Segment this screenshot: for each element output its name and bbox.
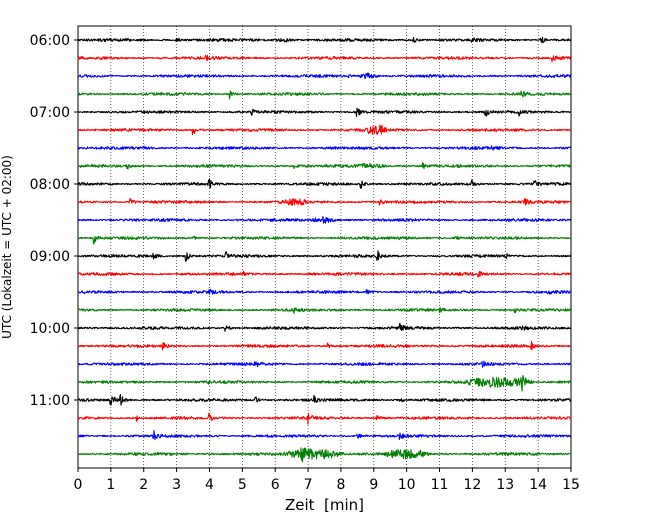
trace-0930 [77, 288, 572, 295]
trace-0800 [77, 178, 572, 189]
trace-0645 [77, 90, 572, 100]
grid-lines [110, 26, 539, 468]
y-tick-label: 08:00 [30, 177, 70, 193]
y-tick-label: 07:00 [30, 105, 70, 121]
x-tick-label: 13 [496, 477, 514, 493]
trace-0730 [77, 145, 572, 151]
trace-1045 [77, 375, 572, 392]
x-tick-label: 9 [369, 477, 378, 493]
x-axis-label: Zeit [min] [285, 496, 364, 514]
x-tick-label: 10 [398, 477, 416, 493]
trace-0600 [77, 36, 572, 44]
trace-0900 [77, 250, 572, 262]
x-tick-label: 7 [304, 477, 313, 493]
y-tick-label: 06:00 [30, 33, 70, 49]
trace-1145 [77, 447, 572, 463]
trace-0715 [77, 124, 572, 136]
trace-0945 [77, 307, 572, 314]
y-axis-label: UTC (Lokalzeit = UTC + 02:00) [0, 155, 14, 339]
y-tick-label: 10:00 [30, 321, 70, 337]
trace-1000 [77, 322, 572, 332]
trace-1030 [77, 360, 572, 368]
x-axis-ticks: 0 1 2 3 4 5 6 7 8 9 10 11 12 13 14 15 [74, 468, 580, 493]
y-axis-ticks: 06:00 07:00 08:00 09:00 10:00 11:00 [30, 33, 78, 409]
y-tick-label: 11:00 [30, 393, 70, 409]
trace-0915 [77, 270, 572, 278]
trace-0745 [77, 162, 572, 170]
trace-0700 [77, 107, 572, 118]
seismogram-traces [77, 36, 572, 463]
x-tick-label: 0 [74, 477, 83, 493]
x-tick-label: 1 [106, 477, 115, 493]
x-tick-label: 12 [463, 477, 481, 493]
trace-1100 [77, 393, 572, 406]
trace-0845 [77, 235, 572, 245]
x-tick-label: 8 [336, 477, 345, 493]
trace-0630 [77, 72, 572, 80]
x-tick-label: 14 [529, 477, 547, 493]
x-tick-label: 3 [172, 477, 181, 493]
trace-1115 [77, 412, 572, 425]
x-tick-label: 4 [205, 477, 214, 493]
x-tick-label: 6 [271, 477, 280, 493]
x-tick-label: 15 [562, 477, 580, 493]
trace-0615 [77, 54, 572, 63]
trace-0815 [77, 197, 572, 206]
x-tick-label: 11 [431, 477, 449, 493]
trace-1015 [77, 341, 572, 351]
trace-0830 [77, 216, 572, 224]
trace-1130 [77, 430, 572, 441]
x-tick-label: 5 [238, 477, 247, 493]
x-tick-label: 2 [139, 477, 148, 493]
y-tick-label: 09:00 [30, 249, 70, 265]
plot-frame [77, 25, 572, 469]
